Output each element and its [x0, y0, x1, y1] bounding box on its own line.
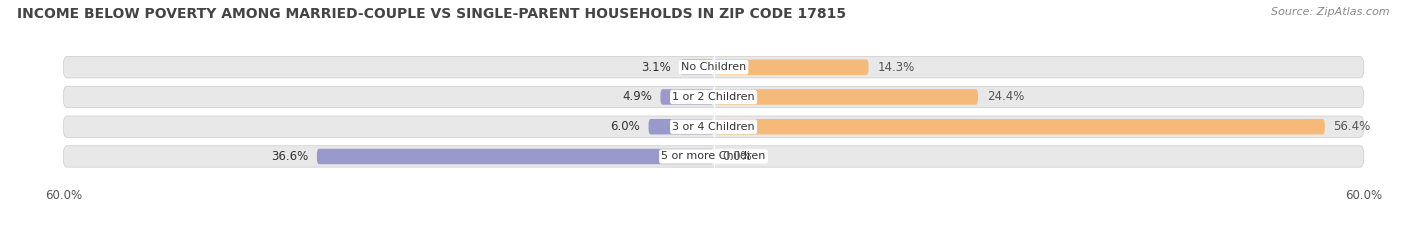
- Text: 0.0%: 0.0%: [723, 150, 752, 163]
- FancyBboxPatch shape: [713, 119, 1324, 134]
- Text: No Children: No Children: [681, 62, 747, 72]
- Text: Source: ZipAtlas.com: Source: ZipAtlas.com: [1271, 7, 1389, 17]
- Legend: Married Couples, Single Parents: Married Couples, Single Parents: [591, 229, 837, 233]
- Text: 3 or 4 Children: 3 or 4 Children: [672, 122, 755, 132]
- FancyBboxPatch shape: [63, 86, 1364, 108]
- FancyBboxPatch shape: [661, 89, 713, 105]
- Text: 5 or more Children: 5 or more Children: [661, 151, 766, 161]
- FancyBboxPatch shape: [648, 119, 713, 134]
- FancyBboxPatch shape: [713, 59, 869, 75]
- FancyBboxPatch shape: [63, 146, 1364, 167]
- Text: 1 or 2 Children: 1 or 2 Children: [672, 92, 755, 102]
- Text: 36.6%: 36.6%: [271, 150, 308, 163]
- Text: 6.0%: 6.0%: [610, 120, 640, 133]
- Text: 3.1%: 3.1%: [641, 61, 671, 74]
- Text: INCOME BELOW POVERTY AMONG MARRIED-COUPLE VS SINGLE-PARENT HOUSEHOLDS IN ZIP COD: INCOME BELOW POVERTY AMONG MARRIED-COUPL…: [17, 7, 846, 21]
- FancyBboxPatch shape: [63, 116, 1364, 137]
- Text: 56.4%: 56.4%: [1333, 120, 1371, 133]
- FancyBboxPatch shape: [63, 57, 1364, 78]
- FancyBboxPatch shape: [681, 59, 713, 75]
- Text: 4.9%: 4.9%: [621, 90, 652, 103]
- FancyBboxPatch shape: [316, 149, 713, 164]
- Text: 24.4%: 24.4%: [987, 90, 1024, 103]
- Text: 14.3%: 14.3%: [877, 61, 914, 74]
- FancyBboxPatch shape: [713, 89, 979, 105]
